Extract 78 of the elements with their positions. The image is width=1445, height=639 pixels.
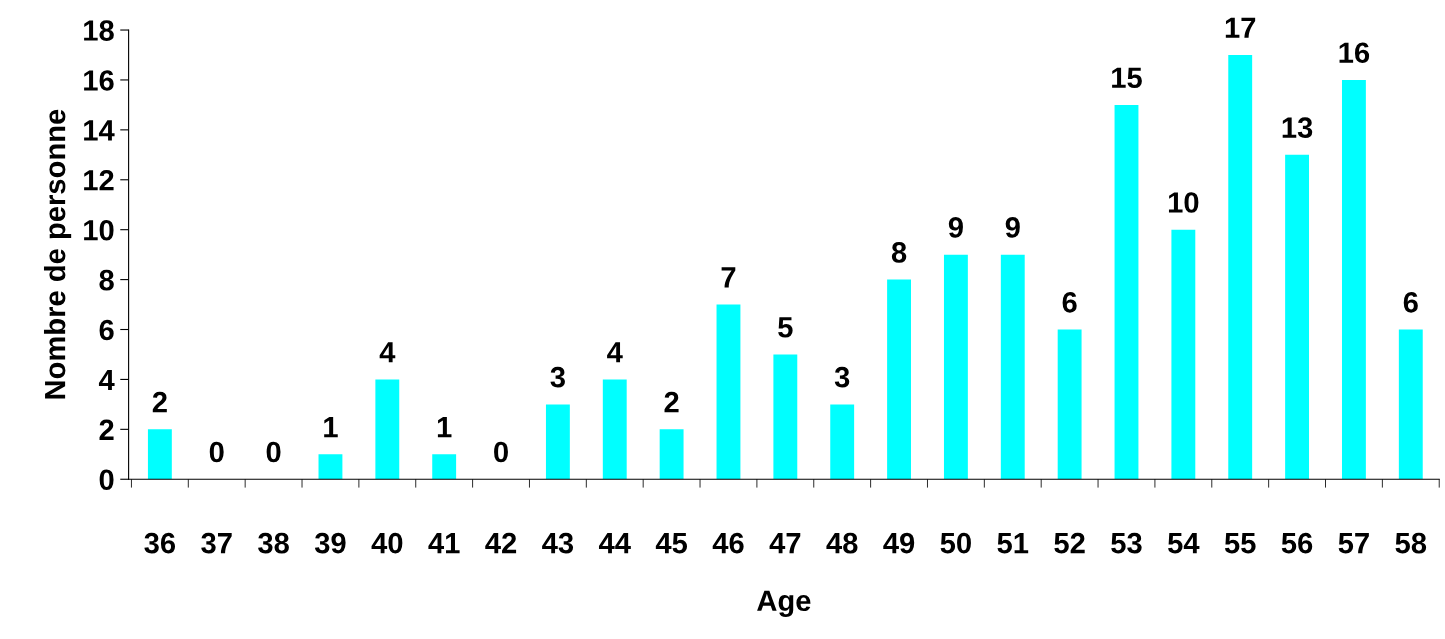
x-tick-label: 46 [712, 532, 744, 554]
x-tick-label: 58 [1395, 532, 1427, 554]
bar [375, 379, 400, 480]
data-label: 6 [1062, 291, 1077, 313]
bar [716, 304, 741, 480]
data-label: 6 [1403, 291, 1418, 313]
y-tick-label: 10 [84, 219, 114, 241]
x-tick-label: 48 [826, 532, 858, 554]
data-label: 17 [1225, 17, 1256, 38]
data-label: 5 [778, 317, 793, 338]
data-label: 15 [1112, 67, 1142, 89]
x-tick-label: 42 [485, 532, 517, 554]
bar [1228, 54, 1253, 480]
x-tick-label: 45 [655, 533, 688, 554]
y-tick-label: 12 [84, 169, 114, 191]
bar [1000, 254, 1025, 480]
bar [147, 429, 172, 480]
bar [432, 454, 457, 480]
bar [887, 279, 911, 480]
x-tick-label: 56 [1281, 532, 1313, 554]
x-tick-label: 41 [428, 533, 460, 554]
bar [1171, 229, 1196, 480]
y-axis-title: Nombre de personne [43, 109, 72, 399]
data-label: 1 [324, 417, 338, 438]
data-label: 0 [209, 441, 224, 463]
bar [602, 379, 627, 480]
bar [1285, 154, 1310, 480]
x-tick-label: 37 [201, 532, 232, 554]
y-tick-label: 14 [84, 120, 115, 141]
bar [659, 429, 684, 480]
bar [1114, 104, 1139, 480]
data-label: 2 [152, 391, 167, 413]
x-axis-title: Age [757, 590, 811, 617]
x-tick-label: 44 [598, 533, 631, 554]
data-label: 3 [550, 366, 565, 388]
bar [1057, 329, 1082, 480]
data-label: 16 [1339, 42, 1370, 64]
bar [830, 404, 855, 480]
x-tick-label: 39 [314, 532, 346, 554]
y-tick-label: 18 [84, 20, 114, 41]
bar [1341, 79, 1366, 480]
bar [773, 354, 798, 480]
x-tick-label: 55 [1224, 533, 1256, 554]
x-tick-label: 57 [1338, 533, 1369, 554]
x-tick-label: 50 [940, 532, 971, 554]
x-tick-label: 36 [144, 532, 176, 554]
bar [545, 404, 570, 480]
data-label: 1 [437, 417, 452, 438]
data-label: 13 [1282, 117, 1313, 138]
x-tick-label: 49 [883, 532, 915, 554]
x-tick-label: 51 [997, 533, 1029, 554]
y-tick-label: 0 [99, 469, 114, 491]
x-tick-label: 47 [769, 533, 801, 554]
x-tick-label: 54 [1168, 533, 1200, 554]
data-label: 8 [891, 242, 907, 263]
x-tick-label: 38 [258, 532, 289, 554]
data-label: 0 [494, 441, 508, 463]
data-label: 3 [834, 366, 850, 388]
bar [1398, 329, 1423, 480]
data-label: 9 [1005, 217, 1020, 238]
x-tick-label: 53 [1111, 532, 1142, 554]
data-label: 7 [721, 267, 736, 288]
x-tick-label: 40 [371, 532, 403, 554]
bar [318, 454, 343, 480]
y-tick-label: 16 [84, 70, 114, 91]
y-tick-label: 6 [99, 319, 114, 341]
x-tick-label: 43 [542, 532, 574, 554]
y-tick-label: 8 [99, 269, 114, 291]
data-label: 9 [948, 217, 963, 238]
data-label: 4 [379, 342, 396, 363]
bar [943, 254, 968, 480]
y-tick-label: 2 [99, 419, 114, 440]
data-label: 2 [664, 391, 679, 413]
x-tick-label: 52 [1054, 532, 1085, 554]
y-tick-label: 4 [98, 369, 115, 390]
data-label: 10 [1168, 192, 1199, 213]
data-label: 4 [607, 342, 623, 363]
data-label: 0 [266, 441, 281, 463]
